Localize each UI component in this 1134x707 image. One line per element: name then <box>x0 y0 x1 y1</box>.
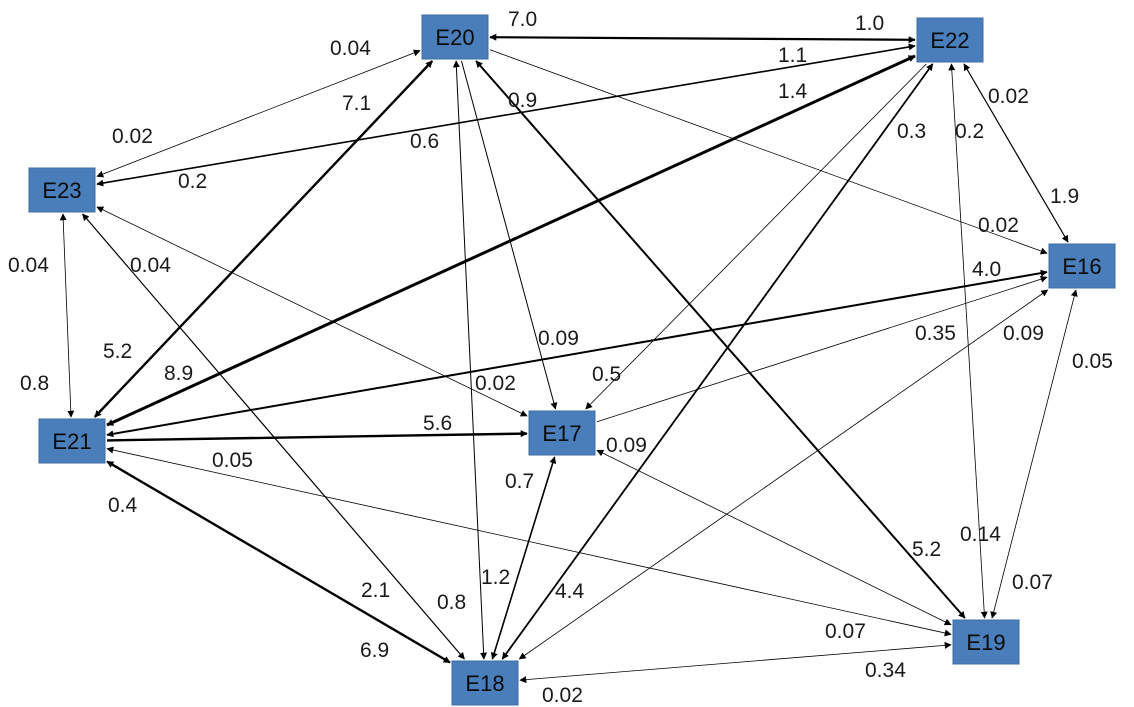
edge-weight-label: 2.1 <box>361 579 390 602</box>
edge-weight-label: 0.9 <box>508 89 537 112</box>
edge-weight-label: 0.2 <box>178 170 207 193</box>
edge-e20-e21 <box>93 60 434 418</box>
edge-weight-label: 7.1 <box>342 92 371 115</box>
edge-e22-e17 <box>585 63 927 410</box>
edge-weight-label: 0.6 <box>410 130 439 153</box>
edge-weight-label: 0.09 <box>1003 322 1044 345</box>
node-label: E16 <box>1062 254 1101 279</box>
edge-weight-label: 7.0 <box>508 8 537 31</box>
node-label: E18 <box>465 671 504 696</box>
edge-weight-label: 0.05 <box>212 449 253 472</box>
edge-weight-label: 0.7 <box>505 470 534 493</box>
edge-weight-label: 5.2 <box>912 538 941 561</box>
edge-weight-label: 0.14 <box>960 523 1001 546</box>
node-box <box>28 167 96 213</box>
edge-weight-label: 0.02 <box>988 85 1029 108</box>
edge-weight-label: 8.9 <box>164 362 193 385</box>
edge-weight-label: 5.2 <box>103 340 132 363</box>
edges-layer <box>59 33 1078 684</box>
node-box <box>451 660 519 706</box>
node-label: E19 <box>966 630 1005 655</box>
node-e18: E18 <box>451 660 519 706</box>
node-e23: E23 <box>28 167 96 213</box>
edge-e21-e18 <box>106 460 451 664</box>
edge-weight-label: 0.4 <box>108 494 138 517</box>
edge-e23-e17 <box>96 206 528 417</box>
edge-weight-label: 1.2 <box>481 566 510 589</box>
node-box <box>952 619 1020 665</box>
node-label: E17 <box>542 421 581 446</box>
node-label: E20 <box>435 25 474 50</box>
node-e16: E16 <box>1048 243 1116 289</box>
edge-weight-label: 1.4 <box>778 80 808 103</box>
edge-e20-e17 <box>461 60 558 410</box>
edge-weight-label: 0.5 <box>592 363 621 386</box>
node-label: E22 <box>930 28 969 53</box>
edge-weight-label: 4.4 <box>555 580 585 603</box>
edge-weight-label: 5.6 <box>423 412 452 435</box>
edge-weight-label: 1.9 <box>1050 185 1079 208</box>
edge-e18-e19 <box>519 641 952 684</box>
edge-weight-label: 0.34 <box>865 659 906 682</box>
edge-e21-e17 <box>106 430 528 442</box>
edge-weight-label: 0.35 <box>915 322 956 345</box>
node-box <box>1048 243 1116 289</box>
edge-e22-e18 <box>501 63 934 660</box>
edge-e17-e19 <box>596 449 952 626</box>
edge-weight-label: 1.0 <box>855 12 884 35</box>
edge-e23-e21 <box>59 213 75 418</box>
node-e21: E21 <box>38 418 106 464</box>
node-e17: E17 <box>528 410 596 456</box>
edge-e18-e16 <box>518 289 1049 660</box>
edge-e20-e22 <box>489 33 916 44</box>
edge-weight-label: 6.9 <box>360 639 389 662</box>
edge-weight-label: 0.02 <box>978 214 1019 237</box>
edge-weight-label: 0.8 <box>437 591 466 614</box>
edge-weight-label: 0.07 <box>825 620 866 643</box>
edge-e17-e16 <box>596 275 1048 423</box>
edge-weight-label: 0.04 <box>330 37 371 60</box>
edge-weight-label: 0.09 <box>538 327 579 350</box>
node-e20: E20 <box>421 14 489 60</box>
edge-e20-e18 <box>452 60 488 660</box>
edge-weight-label: 0.02 <box>542 684 583 707</box>
edge-weight-label: 0.07 <box>1012 571 1053 594</box>
node-box <box>916 17 984 63</box>
edge-weight-label: 0.02 <box>112 125 153 148</box>
edge-weight-label: 0.2 <box>955 120 984 143</box>
edge-e20-e16 <box>489 49 1048 255</box>
edge-weight-label: 0.04 <box>130 254 171 277</box>
edge-weight-label: 0.05 <box>1072 350 1113 373</box>
node-box <box>528 410 596 456</box>
edge-labels-layer: 7.0 1.00.04 1.17.11.40.90.020.020.6 0.30.20… <box>8 8 1113 707</box>
node-e19: E19 <box>952 619 1020 665</box>
node-box <box>38 418 106 464</box>
edge-weight-label: 0.8 <box>20 372 49 395</box>
node-box <box>421 14 489 60</box>
node-label: E21 <box>52 429 91 454</box>
edge-weight-label: 0.02 <box>475 372 516 395</box>
edge-weight-label: 0.3 <box>897 120 926 143</box>
node-label: E23 <box>42 178 81 203</box>
node-e22: E22 <box>916 17 984 63</box>
edge-weight-label: 1.1 <box>778 44 807 67</box>
edge-weight-label: 0.04 <box>8 254 49 277</box>
edge-e19-e16 <box>990 289 1078 619</box>
edge-weight-label: 4.0 <box>972 258 1001 281</box>
nodes-layer: E20 E22 E23 E16 E21 E17 E19 E18 <box>28 14 1116 706</box>
edge-weight-label: 0.09 <box>606 434 647 457</box>
